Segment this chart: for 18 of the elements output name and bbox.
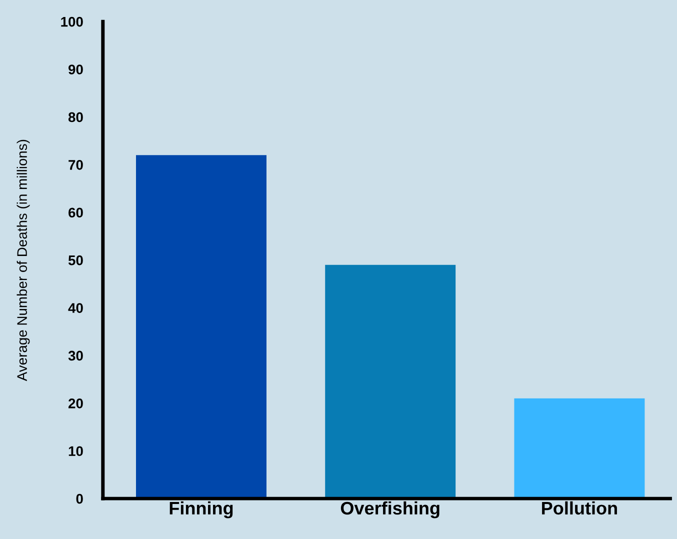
- bar: [136, 155, 266, 499]
- x-tick-label: Finning: [170, 501, 233, 518]
- x-tick-label: Pollution: [542, 501, 617, 515]
- y-tick-label: 50: [68, 255, 83, 266]
- y-tick-label: 40: [68, 303, 83, 313]
- bar: [325, 264, 456, 499]
- y-tick-label: 80: [68, 112, 83, 122]
- y-tick-label: 0: [76, 494, 83, 504]
- y-tick-label: 90: [68, 64, 83, 74]
- y-tick-label: 60: [68, 208, 83, 218]
- x-tick-label: Overfishing: [340, 501, 440, 518]
- bar: [514, 398, 645, 499]
- y-tick-label: 100: [61, 16, 83, 27]
- y-tick-label: 10: [68, 446, 83, 456]
- y-tick-label: 30: [68, 350, 83, 361]
- y-axis-title: Average Number of Deaths (in millions): [16, 140, 30, 382]
- y-tick-label: 70: [68, 160, 83, 170]
- y-tick-label: 20: [68, 398, 83, 408]
